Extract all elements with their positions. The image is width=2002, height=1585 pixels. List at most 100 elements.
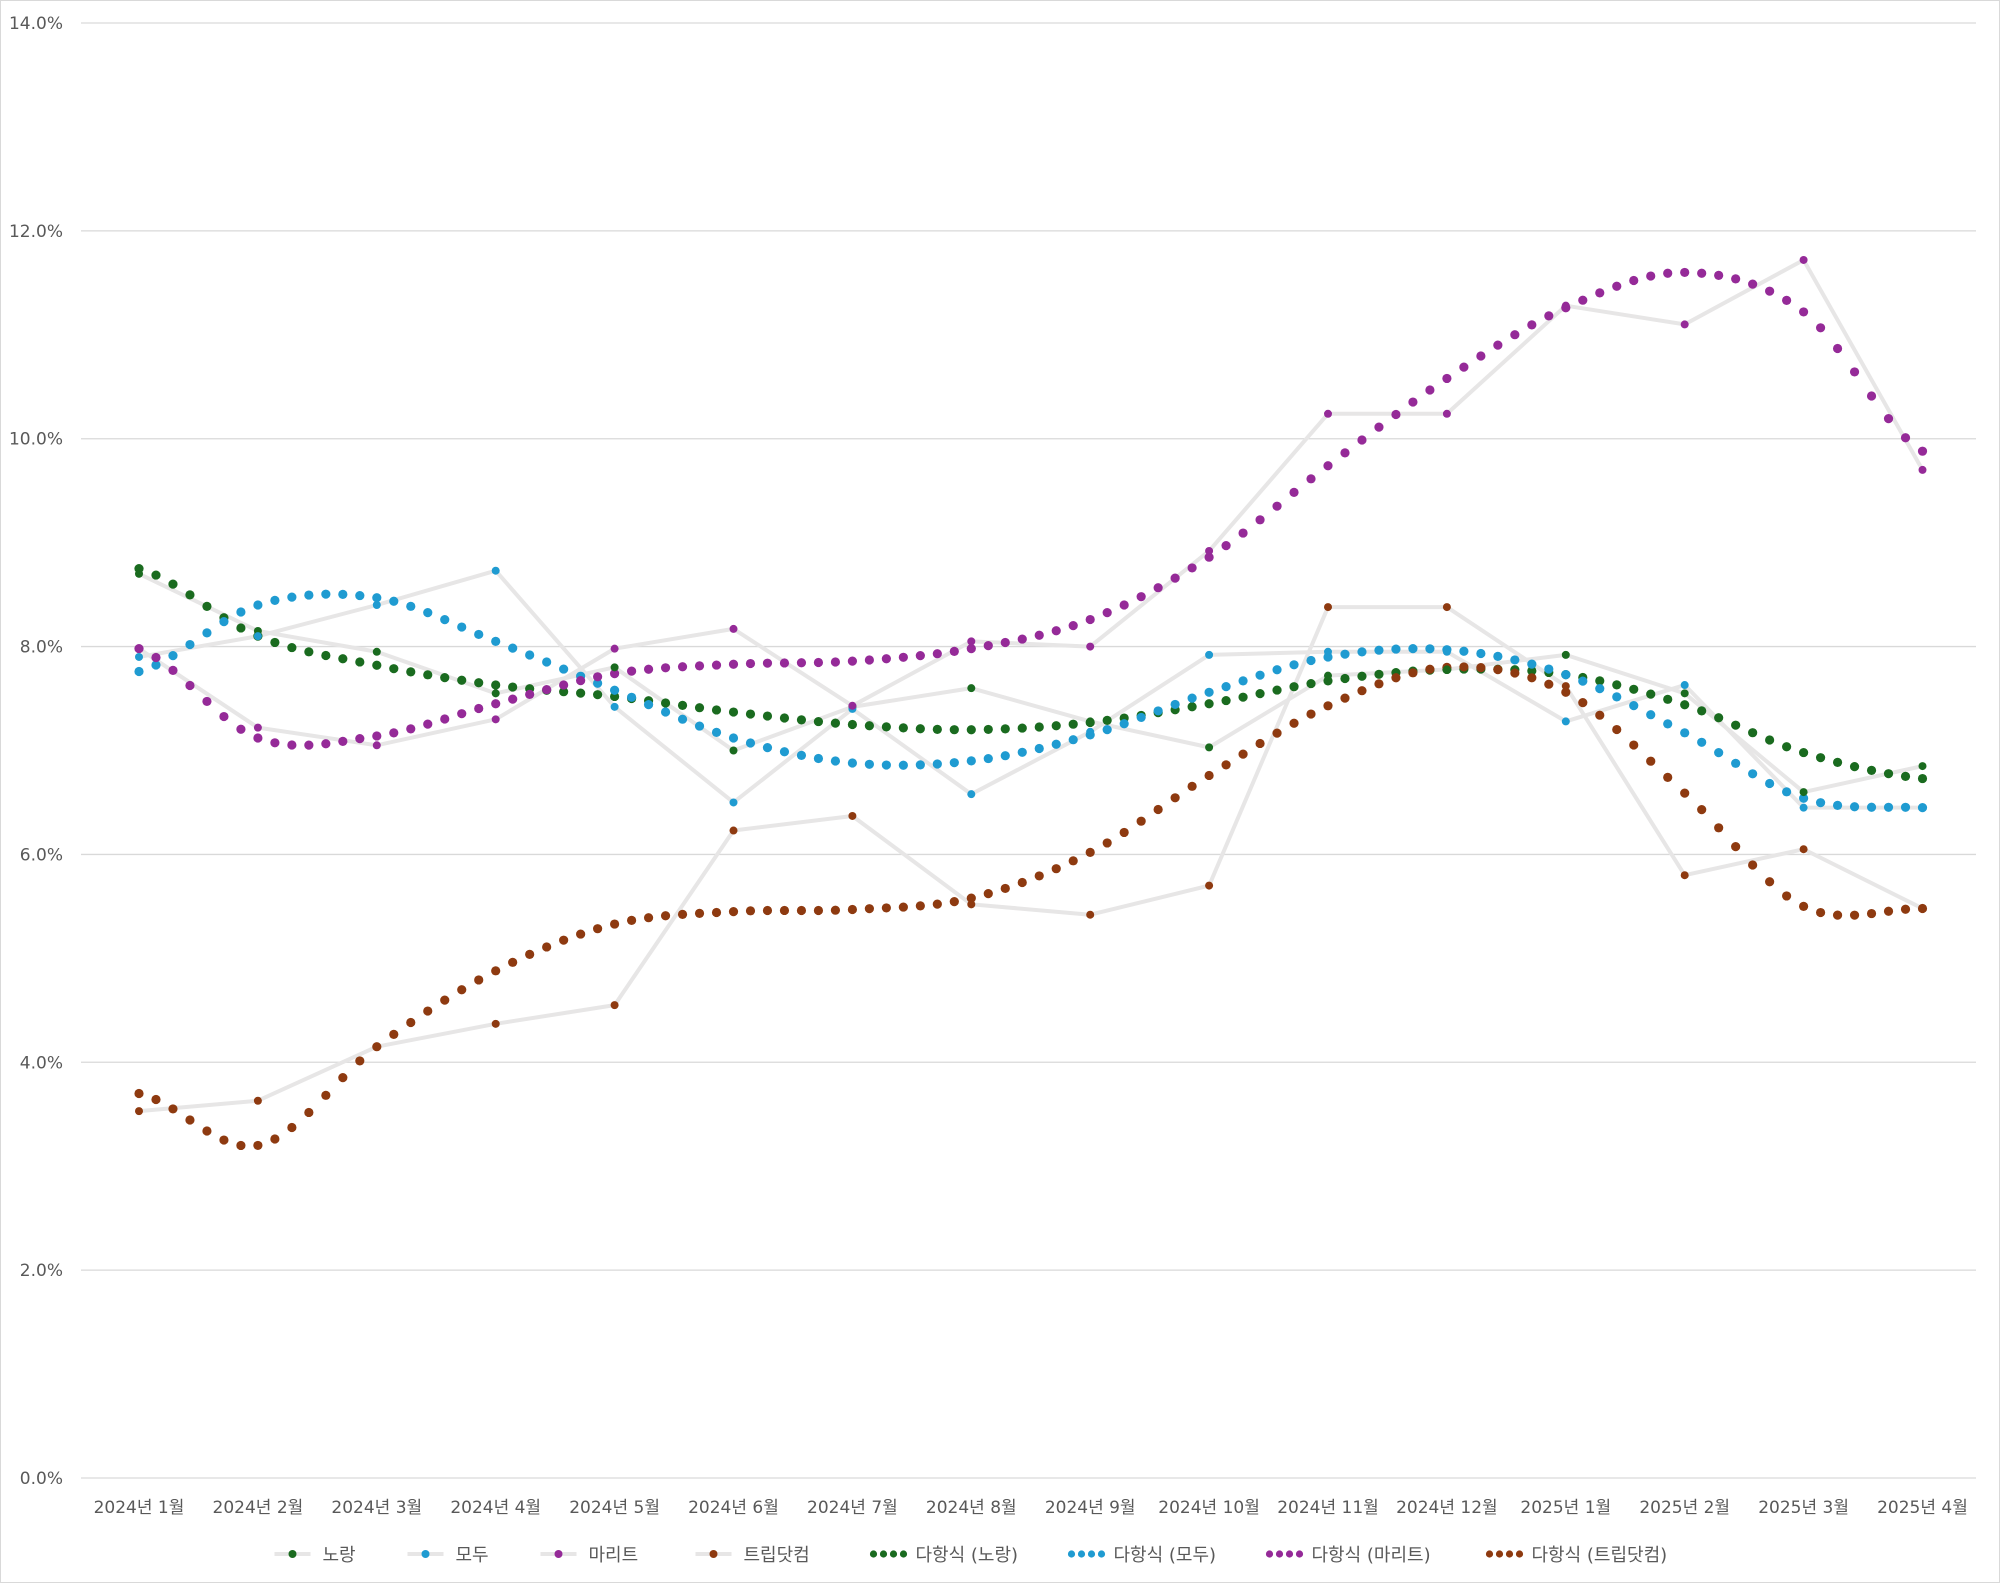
trendline-dot	[1748, 279, 1758, 289]
trendline-dot	[593, 924, 603, 934]
trendline-dot	[1000, 751, 1010, 761]
data-point	[610, 644, 619, 653]
series-markers-1	[135, 566, 1927, 812]
legend-swatch-dot	[879, 1550, 888, 1558]
data-point	[848, 811, 857, 820]
trendline-dot	[287, 592, 297, 602]
trendline-dot	[1883, 802, 1894, 812]
trendline-dot	[168, 579, 178, 589]
trendline-dot	[1849, 802, 1860, 812]
trendline-dot	[915, 724, 925, 734]
trendline-dot	[1815, 753, 1826, 763]
trendline-dot	[1527, 673, 1537, 683]
trendline-dot	[321, 739, 331, 749]
trendline-dot	[1374, 669, 1384, 679]
trendline-dot	[1765, 778, 1775, 789]
trendline-dot	[304, 740, 314, 750]
trendline-dot	[1714, 270, 1724, 280]
trendline-dot	[1815, 798, 1826, 808]
trendline-dot	[559, 664, 569, 674]
trendline-dot	[185, 639, 195, 650]
trendline-dot	[762, 658, 773, 668]
trendline-dot	[1289, 682, 1299, 692]
gridlines	[81, 22, 1976, 1479]
trendline-dot	[474, 703, 484, 714]
trendline-dot	[236, 1140, 246, 1151]
trendline-dot	[1306, 678, 1316, 689]
trendline-dot	[643, 913, 654, 923]
legend-label: 다항식 (마리트)	[1312, 1545, 1431, 1566]
trendline-dot	[1221, 760, 1231, 770]
trendline-dot	[202, 601, 212, 611]
trendline-dot	[847, 904, 858, 915]
trendline-dot	[1748, 728, 1758, 738]
data-point	[1561, 717, 1570, 726]
data-point	[1324, 671, 1332, 680]
trendline-dot	[1255, 670, 1265, 680]
trendline-dot	[1374, 645, 1384, 655]
legend-swatch-dot	[1285, 1550, 1294, 1558]
trendline-dot	[694, 661, 705, 671]
trendline-dot	[847, 656, 858, 666]
trendline-dot	[949, 896, 959, 907]
trendline-dot	[1408, 668, 1418, 678]
data-point	[1086, 717, 1095, 726]
trendline-dot	[1510, 655, 1520, 665]
trendline-dot	[1017, 634, 1027, 644]
trendline-dot	[491, 699, 501, 709]
trendline-dot	[1493, 651, 1503, 661]
data-point	[1918, 465, 1927, 474]
trendline-dot	[1510, 668, 1520, 678]
trendline-dot	[1323, 701, 1333, 711]
trendline-dot	[542, 657, 552, 667]
trendline-dot	[1849, 910, 1860, 920]
trendline-dot	[457, 709, 467, 719]
legend-label: 마리트	[589, 1545, 639, 1566]
trendline-dot	[626, 915, 637, 925]
trendline-dot	[813, 657, 824, 668]
trendline-dot	[406, 601, 416, 611]
trendline-dot	[1289, 718, 1299, 728]
trendline-dot	[1765, 735, 1775, 745]
trendline-dot	[1170, 573, 1180, 583]
y-tick-label: 8.0%	[20, 638, 63, 658]
trendline-dot	[389, 728, 399, 738]
data-point	[967, 637, 976, 646]
trendline-dot	[1119, 600, 1129, 610]
data-point	[729, 624, 738, 633]
trendline-dot	[1561, 670, 1571, 680]
trendline-dot	[949, 758, 959, 768]
data-point	[610, 1001, 619, 1010]
trendline-dot	[881, 722, 891, 732]
trendline-dot	[491, 680, 501, 690]
legend-swatch-dot	[1275, 1550, 1284, 1558]
trendline-dot	[728, 733, 739, 743]
trendline-dot	[1340, 673, 1350, 684]
data-point	[491, 1019, 500, 1028]
legend-swatch-dot	[1495, 1550, 1504, 1558]
trendline-dot	[1595, 288, 1605, 298]
x-tick-label: 2024년 2월	[213, 1498, 304, 1518]
trendline-dot	[1561, 687, 1571, 697]
trendline-dot	[1289, 487, 1299, 498]
legend-swatch-marker	[554, 1550, 563, 1558]
trendline-dot	[1102, 608, 1112, 618]
data-point	[1680, 871, 1689, 880]
trendline-dot	[1119, 827, 1129, 838]
data-point	[1205, 546, 1214, 555]
trendline-dot	[932, 899, 942, 909]
trendline-dot	[1391, 644, 1401, 654]
trendline-dot	[525, 650, 535, 660]
trendline-dot	[779, 905, 790, 916]
data-point	[1680, 689, 1689, 698]
data-point	[729, 798, 738, 807]
legend-swatch-marker	[709, 1550, 718, 1558]
trendline-dot	[423, 719, 433, 729]
trendline-dot	[253, 600, 263, 610]
trendline-dot	[915, 651, 925, 661]
trendline-dot	[830, 657, 841, 667]
trendline-dot	[151, 1094, 161, 1105]
trendline-dot	[270, 1134, 280, 1144]
trendline-dot	[1849, 762, 1860, 772]
trendline-dot	[321, 650, 331, 661]
